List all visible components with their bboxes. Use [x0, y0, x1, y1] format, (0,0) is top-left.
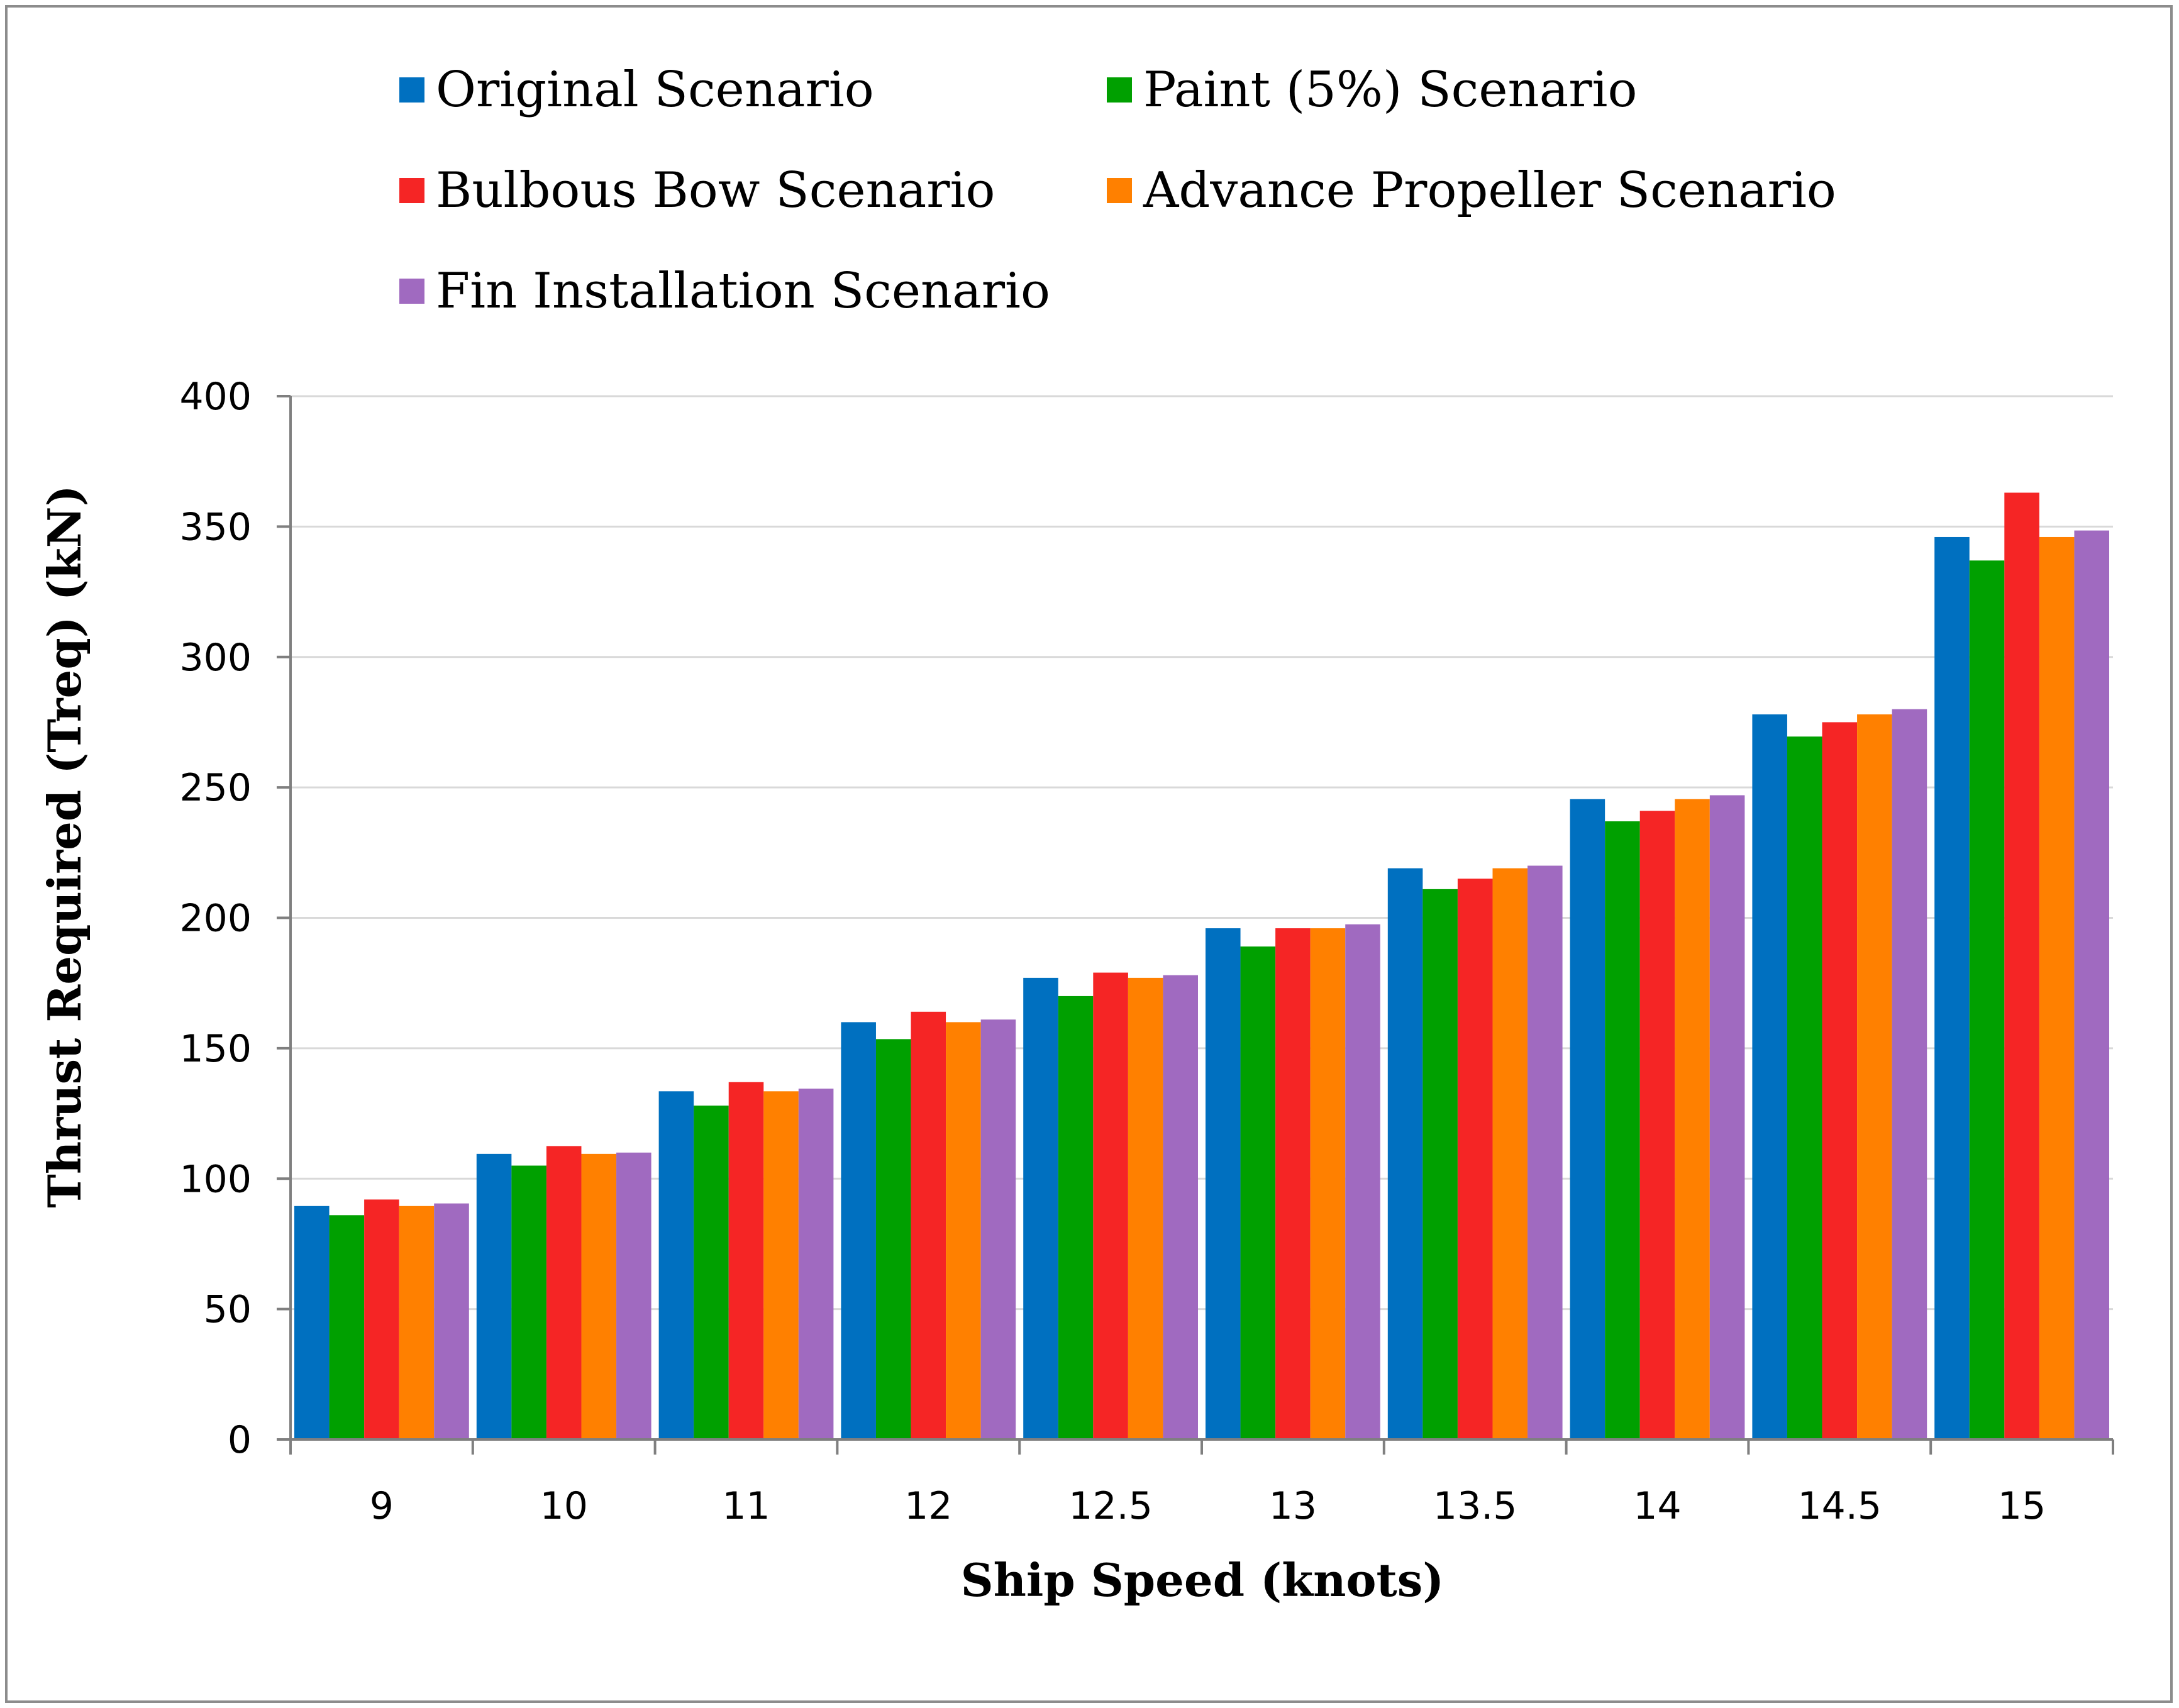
bar-advance-propeller-scenario-11 [763, 1091, 799, 1439]
legend-label: Paint (5%) Scenario [1143, 62, 1637, 118]
bar-bulbous-bow-scenario-10 [546, 1146, 582, 1439]
bar-paint-5-scenario-14.5 [1787, 736, 1822, 1439]
bar-advance-propeller-scenario-12 [946, 1022, 981, 1439]
bar-fin-installation-scenario-12.5 [1163, 975, 1198, 1439]
y-tick-label: 400 [179, 375, 252, 419]
y-axis-title: Thrust Required (Treq) (kN) [38, 485, 91, 1207]
legend: Original Scenario Paint (5%) Scenario Bulb… [399, 62, 1836, 319]
legend-swatch [1107, 178, 1132, 203]
axes [289, 396, 2114, 1455]
bar-advance-propeller-scenario-14.5 [1857, 714, 1892, 1439]
bar-advance-propeller-scenario-12.5 [1128, 977, 1163, 1439]
legend-swatch [399, 178, 424, 203]
bars [294, 492, 2109, 1440]
bar-original-scenario-11 [658, 1091, 694, 1439]
legend-label: Fin Installation Scenario [436, 263, 1050, 319]
x-tick-label: 9 [370, 1484, 394, 1528]
bar-original-scenario-12.5 [1023, 977, 1058, 1439]
y-tick-label: 150 [179, 1027, 252, 1071]
bar-bulbous-bow-scenario-14.5 [1822, 722, 1858, 1439]
y-tick-label: 50 [204, 1288, 252, 1332]
y-tick-label: 0 [228, 1418, 252, 1462]
bar-bulbous-bow-scenario-14 [1639, 811, 1675, 1439]
bar-original-scenario-9 [294, 1206, 330, 1439]
x-tick-label: 10 [540, 1484, 588, 1528]
bar-paint-5-scenario-10 [511, 1165, 546, 1439]
legend-label: Advance Propeller Scenario [1143, 162, 1836, 219]
bar-advance-propeller-scenario-14 [1675, 799, 1710, 1439]
x-tick-label: 15 [1998, 1484, 2046, 1528]
x-tick-label: 11 [722, 1484, 770, 1528]
bar-paint-5-scenario-12.5 [1058, 995, 1094, 1439]
bar-original-scenario-13.5 [1387, 868, 1423, 1439]
x-tick-label: 12 [904, 1484, 952, 1528]
bar-fin-installation-scenario-12 [980, 1019, 1016, 1439]
legend-label: Bulbous Bow Scenario [436, 162, 995, 219]
bar-fin-installation-scenario-15 [2074, 530, 2109, 1440]
bar-fin-installation-scenario-11 [798, 1089, 834, 1439]
legend-swatch [399, 279, 424, 304]
x-tick-labels: 9 10 11 12 12.5 13 13.5 14 14.5 15 [370, 1484, 2046, 1528]
bar-bulbous-bow-scenario-11 [728, 1082, 764, 1439]
bar-fin-installation-scenario-13.5 [1528, 865, 1563, 1439]
bar-paint-5-scenario-11 [694, 1106, 729, 1439]
bar-paint-5-scenario-9 [329, 1215, 365, 1439]
x-tick-label: 12.5 [1068, 1484, 1153, 1528]
y-tick-labels: 0 50 100 150 200 250 300 350 400 [179, 375, 252, 1462]
x-tick-label: 13.5 [1433, 1484, 1517, 1528]
bar-advance-propeller-scenario-10 [581, 1153, 617, 1439]
bar-fin-installation-scenario-10 [616, 1152, 651, 1439]
y-tick-label: 100 [179, 1157, 252, 1201]
bar-original-scenario-10 [476, 1153, 512, 1439]
bar-paint-5-scenario-13 [1240, 946, 1276, 1439]
x-axis-title: Ship Speed (knots) [961, 1553, 1444, 1607]
bar-paint-5-scenario-15 [1969, 560, 2005, 1439]
bar-fin-installation-scenario-14 [1709, 795, 1745, 1439]
legend-swatch [1107, 77, 1132, 103]
y-tick-label: 200 [179, 897, 252, 941]
bar-paint-5-scenario-12 [875, 1039, 911, 1439]
bar-bulbous-bow-scenario-13.5 [1457, 879, 1493, 1439]
bar-paint-5-scenario-14 [1605, 821, 1640, 1439]
bar-original-scenario-14 [1570, 799, 1605, 1439]
bar-bulbous-bow-scenario-13 [1275, 928, 1311, 1439]
bar-bulbous-bow-scenario-9 [364, 1199, 399, 1439]
bar-advance-propeller-scenario-9 [399, 1206, 435, 1439]
bar-original-scenario-14.5 [1752, 714, 1787, 1439]
bar-bulbous-bow-scenario-12 [911, 1011, 946, 1439]
bar-original-scenario-15 [1934, 536, 1970, 1439]
legend-label: Original Scenario [436, 62, 874, 118]
y-tick-label: 350 [179, 505, 252, 549]
x-tick-label: 13 [1269, 1484, 1317, 1528]
x-tick-label: 14 [1633, 1484, 1681, 1528]
x-tick-label: 14.5 [1798, 1484, 1882, 1528]
y-tick-label: 300 [179, 636, 252, 680]
bar-advance-propeller-scenario-13 [1310, 928, 1346, 1439]
bar-bulbous-bow-scenario-12.5 [1093, 972, 1128, 1439]
bar-paint-5-scenario-13.5 [1422, 889, 1458, 1439]
bar-advance-propeller-scenario-15 [2039, 536, 2075, 1439]
bar-fin-installation-scenario-14.5 [1892, 709, 1927, 1439]
bar-original-scenario-12 [841, 1022, 876, 1439]
bar-original-scenario-13 [1206, 928, 1241, 1439]
y-tick-label: 250 [179, 766, 252, 810]
bar-bulbous-bow-scenario-15 [2004, 492, 2039, 1439]
legend-swatch [399, 77, 424, 103]
bar-advance-propeller-scenario-13.5 [1492, 868, 1528, 1439]
bar-fin-installation-scenario-13 [1345, 924, 1380, 1439]
bar-fin-installation-scenario-9 [434, 1203, 469, 1439]
